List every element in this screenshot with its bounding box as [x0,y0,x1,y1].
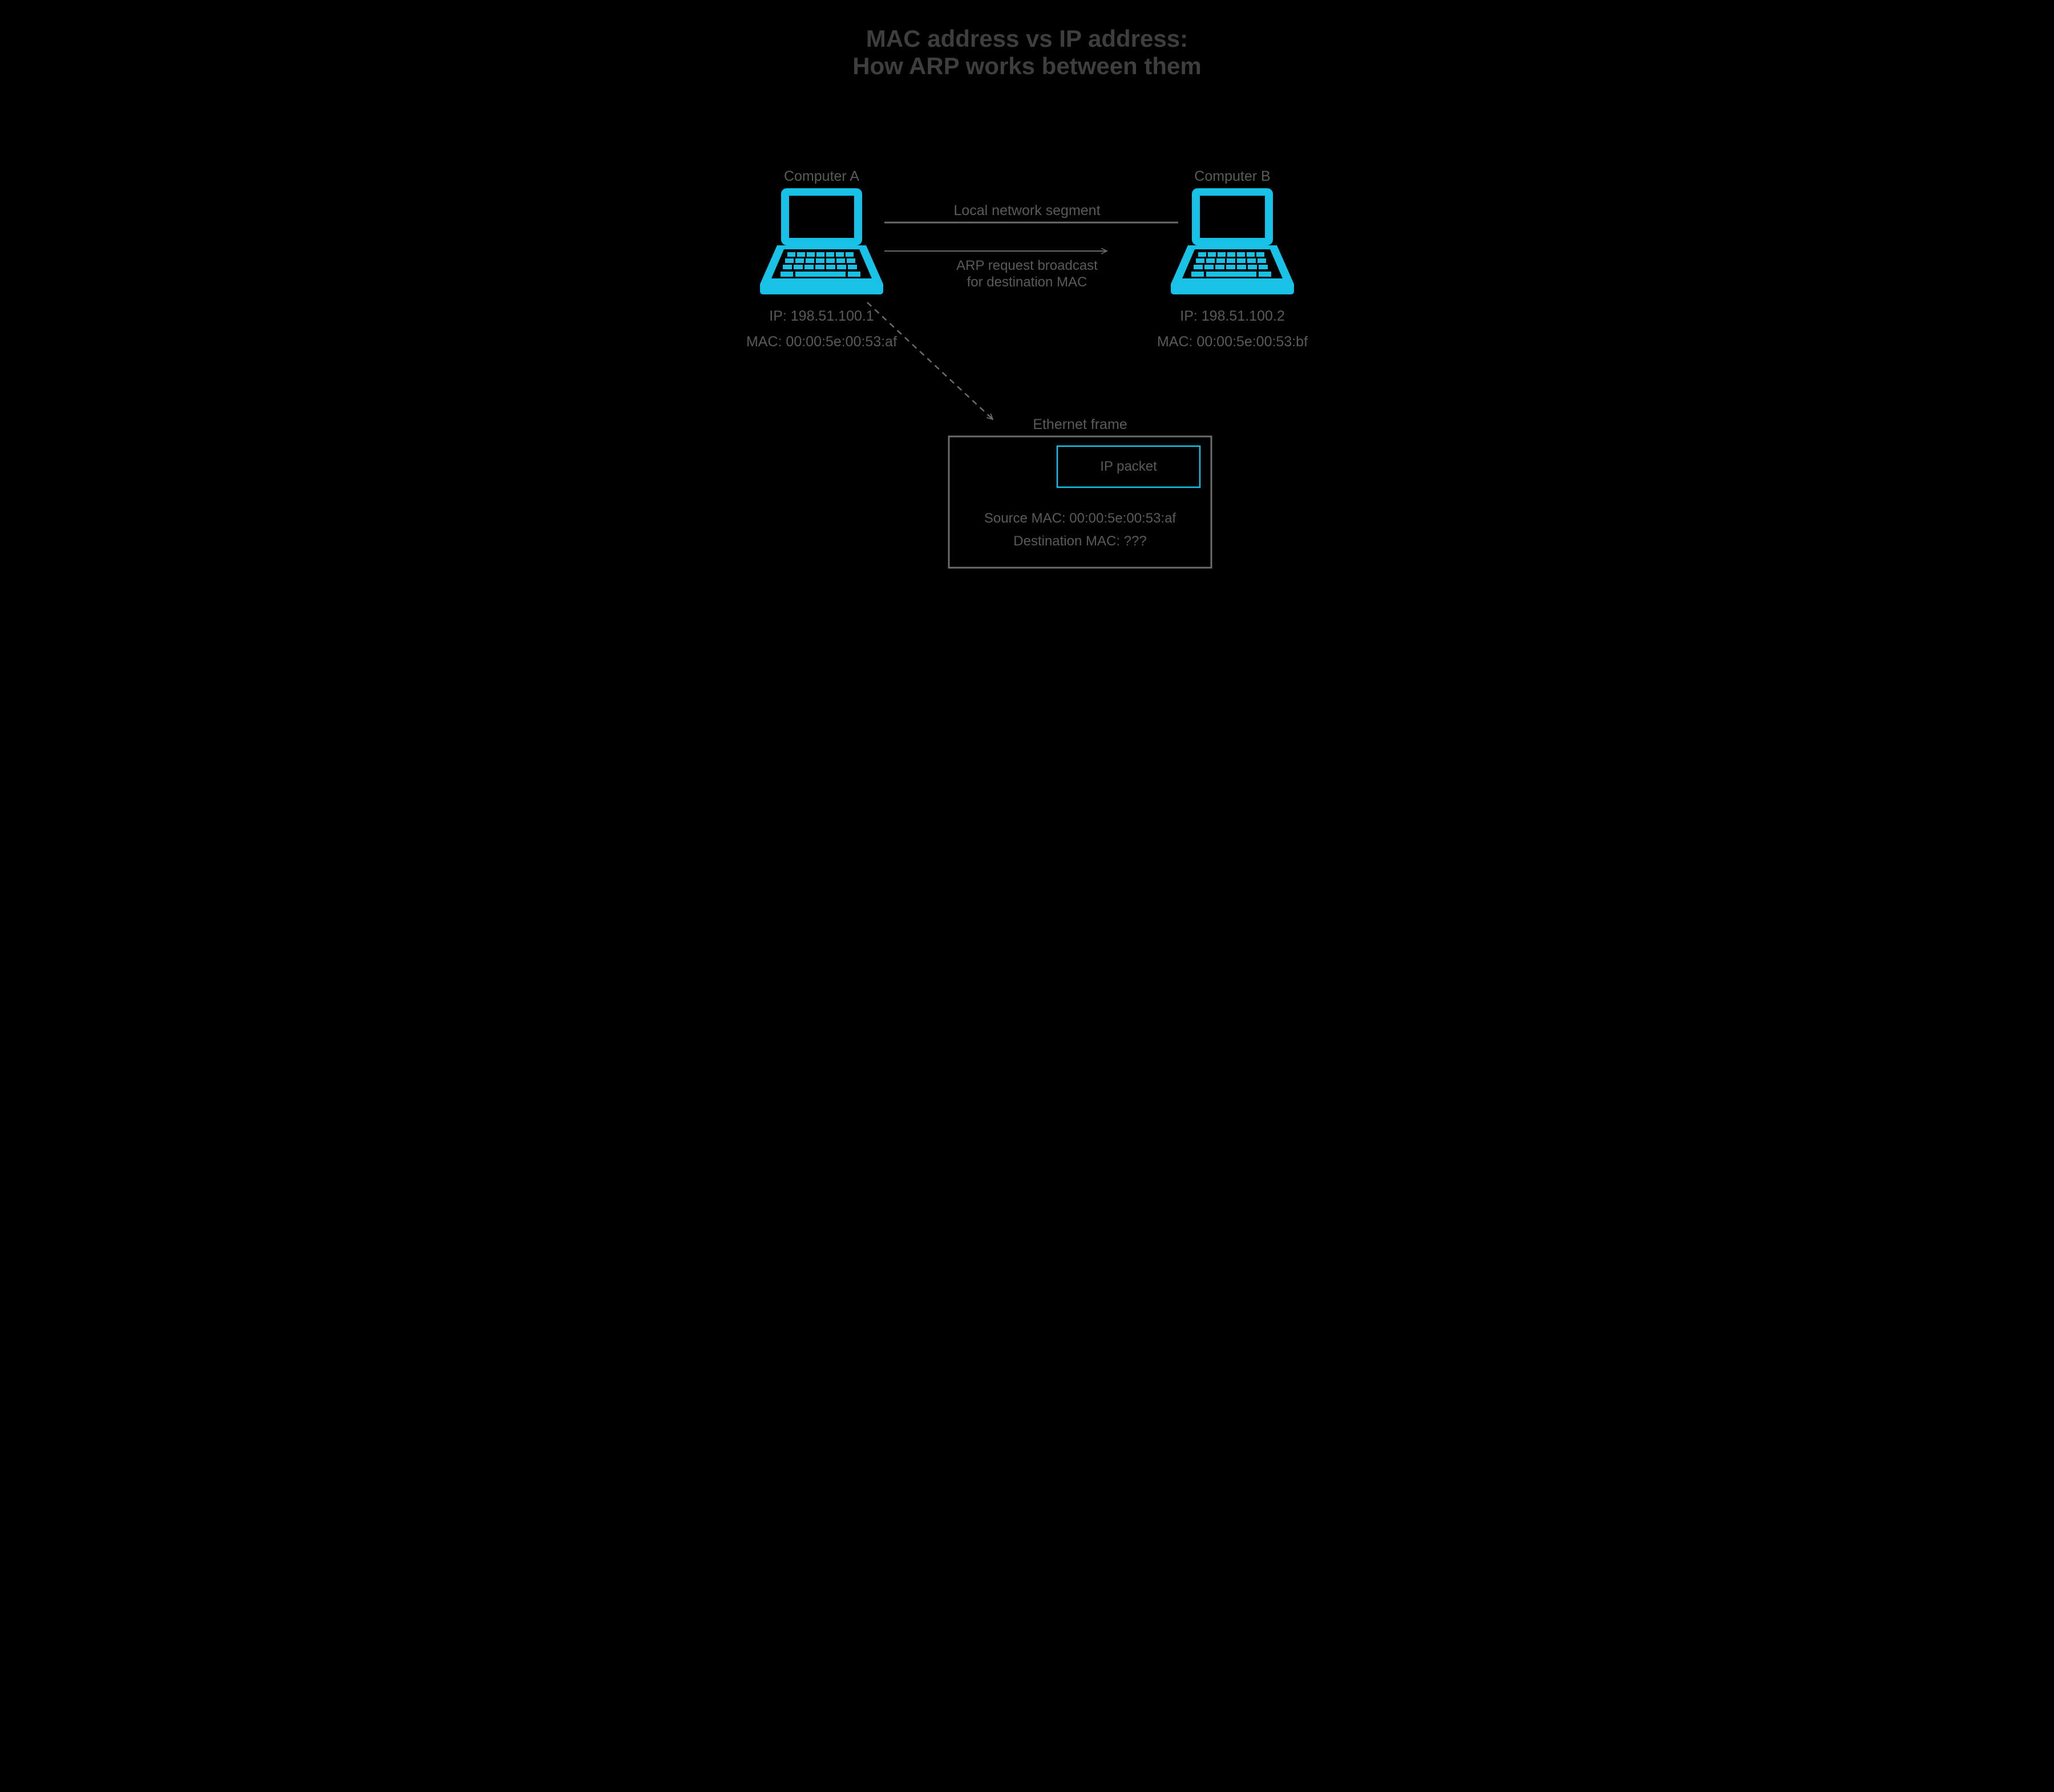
diagram-stage: MAC address vs IP address: How ARP works… [685,0,1369,597]
arp-label-line1: ARP request broadcast [956,258,1098,273]
computer-a-mac: MAC: 00:00:5e:00:53:af [725,334,919,350]
computer-b-ip: IP: 198.51.100.2 [1147,308,1318,325]
arp-label-line2: for destination MAC [967,274,1087,290]
ip-packet-label: IP packet [1057,459,1200,475]
computer-b-mac: MAC: 00:00:5e:00:53:bf [1135,334,1329,350]
arp-request-label: ARP request broadcast for destination MA… [913,258,1141,291]
laptop-a-icon [760,188,883,294]
computer-a-ip: IP: 198.51.100.1 [736,308,907,325]
laptop-b-icon [1171,188,1294,294]
computer-b-name: Computer B [1147,168,1318,185]
diagram-svg [685,0,1369,597]
source-mac-label: Source MAC: 00:00:5e:00:53:af [949,511,1211,527]
dest-mac-label: Destination MAC: ??? [949,533,1211,549]
network-segment-label: Local network segment [884,203,1170,219]
ethernet-frame-label: Ethernet frame [949,416,1211,433]
computer-a-name: Computer A [736,168,907,185]
